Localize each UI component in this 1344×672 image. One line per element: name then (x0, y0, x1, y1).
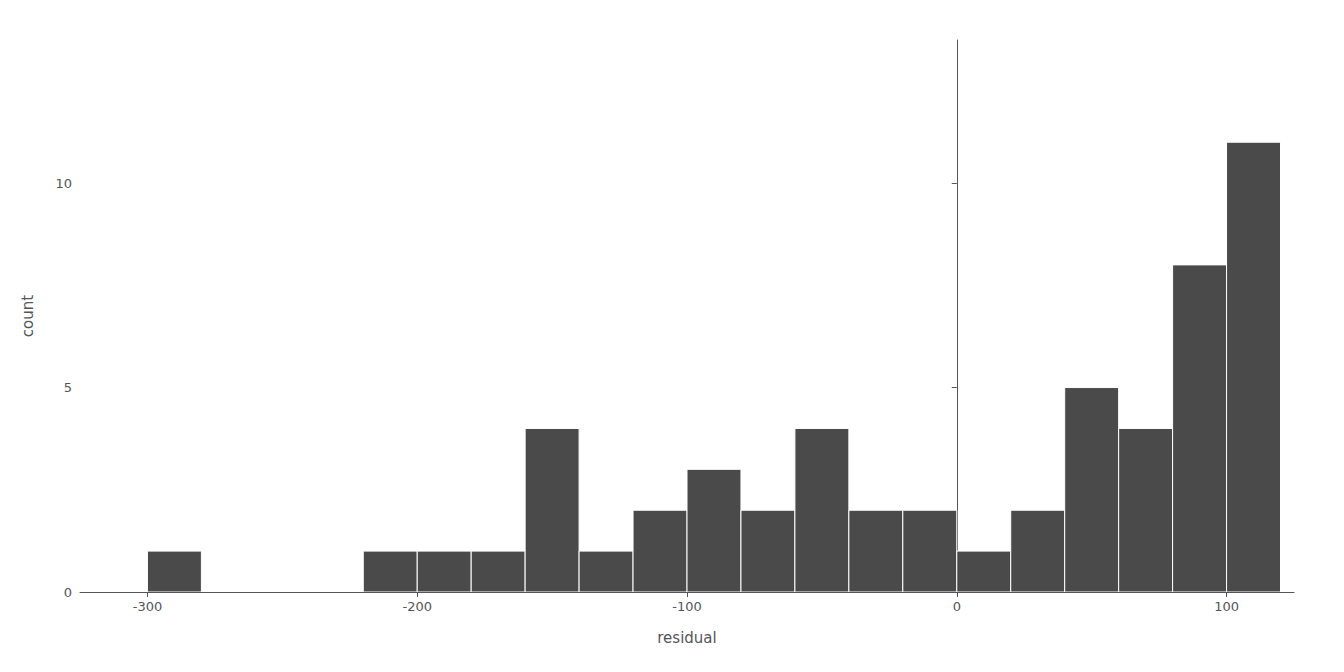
svg-text:10: 10 (55, 176, 72, 191)
svg-text:-200: -200 (402, 599, 432, 614)
svg-text:0: 0 (953, 599, 961, 614)
svg-text:100: 100 (1214, 599, 1239, 614)
svg-text:5: 5 (64, 380, 72, 395)
svg-text:0: 0 (64, 585, 72, 600)
svg-text:count: count (19, 295, 37, 337)
svg-text:-300: -300 (133, 599, 163, 614)
svg-text:-100: -100 (672, 599, 702, 614)
svg-text:residual: residual (657, 629, 716, 647)
